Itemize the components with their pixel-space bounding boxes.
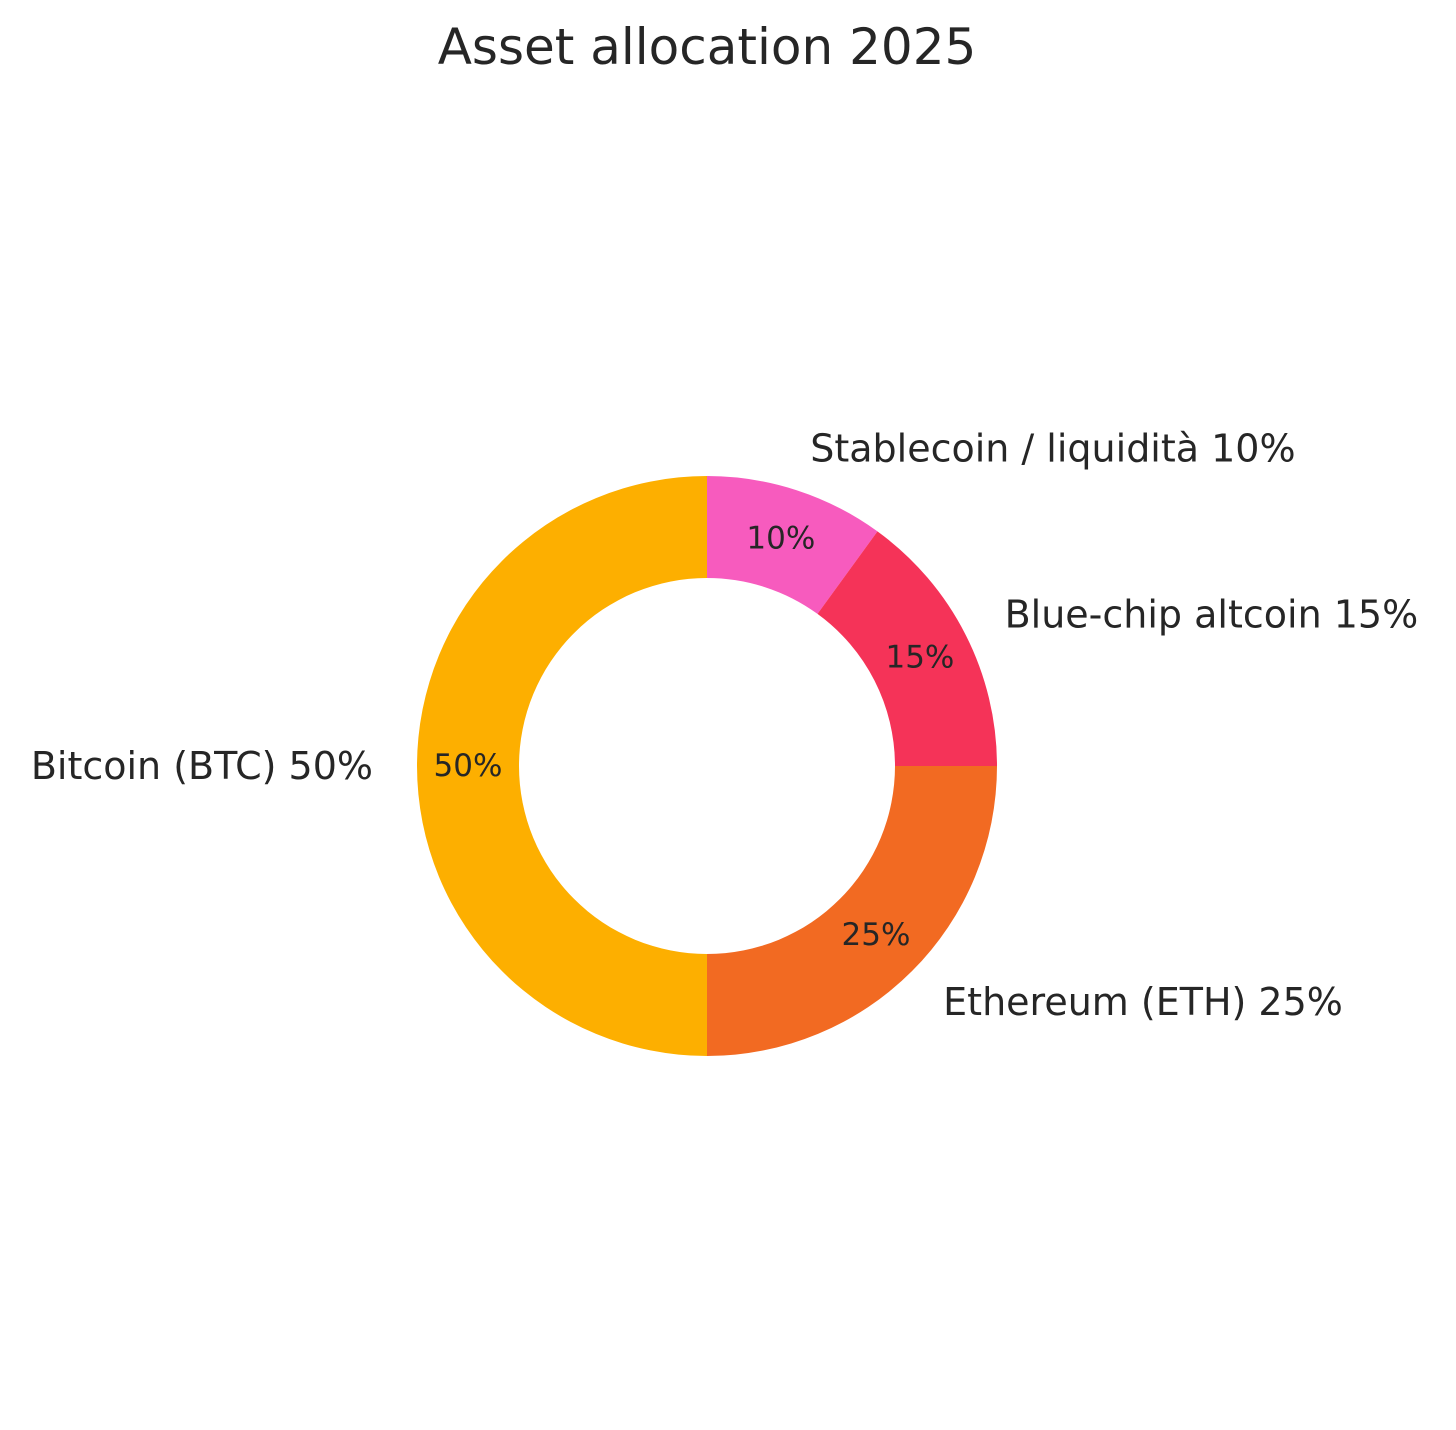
slice-bitcoin-btc <box>417 476 707 1056</box>
slice-percent-label: 25% <box>842 917 911 953</box>
slice-ethereum-eth <box>707 766 997 1056</box>
slice-percent-label: 50% <box>434 748 503 784</box>
slice-stablecoin-liquidit <box>707 476 878 614</box>
slice-percent-label: 10% <box>746 521 815 557</box>
outer-labels-layer: Stablecoin / liquidità 10% Blue-chip altc… <box>31 426 1418 1024</box>
slice-category-label: Ethereum (ETH) 25% <box>943 980 1343 1024</box>
slice-category-label: Bitcoin (BTC) 50% <box>31 744 373 788</box>
slice-category-label: Stablecoin / liquidità 10% <box>810 426 1295 470</box>
slices-layer <box>417 476 997 1056</box>
slice-blue-chip-altcoin <box>817 531 997 766</box>
slice-category-label: Blue-chip altcoin 15% <box>1005 592 1419 636</box>
percent-labels-layer: 10% 15% 25% 50% <box>434 521 955 953</box>
slice-percent-label: 15% <box>885 639 954 675</box>
chart-title: Asset allocation 2025 <box>438 18 977 76</box>
